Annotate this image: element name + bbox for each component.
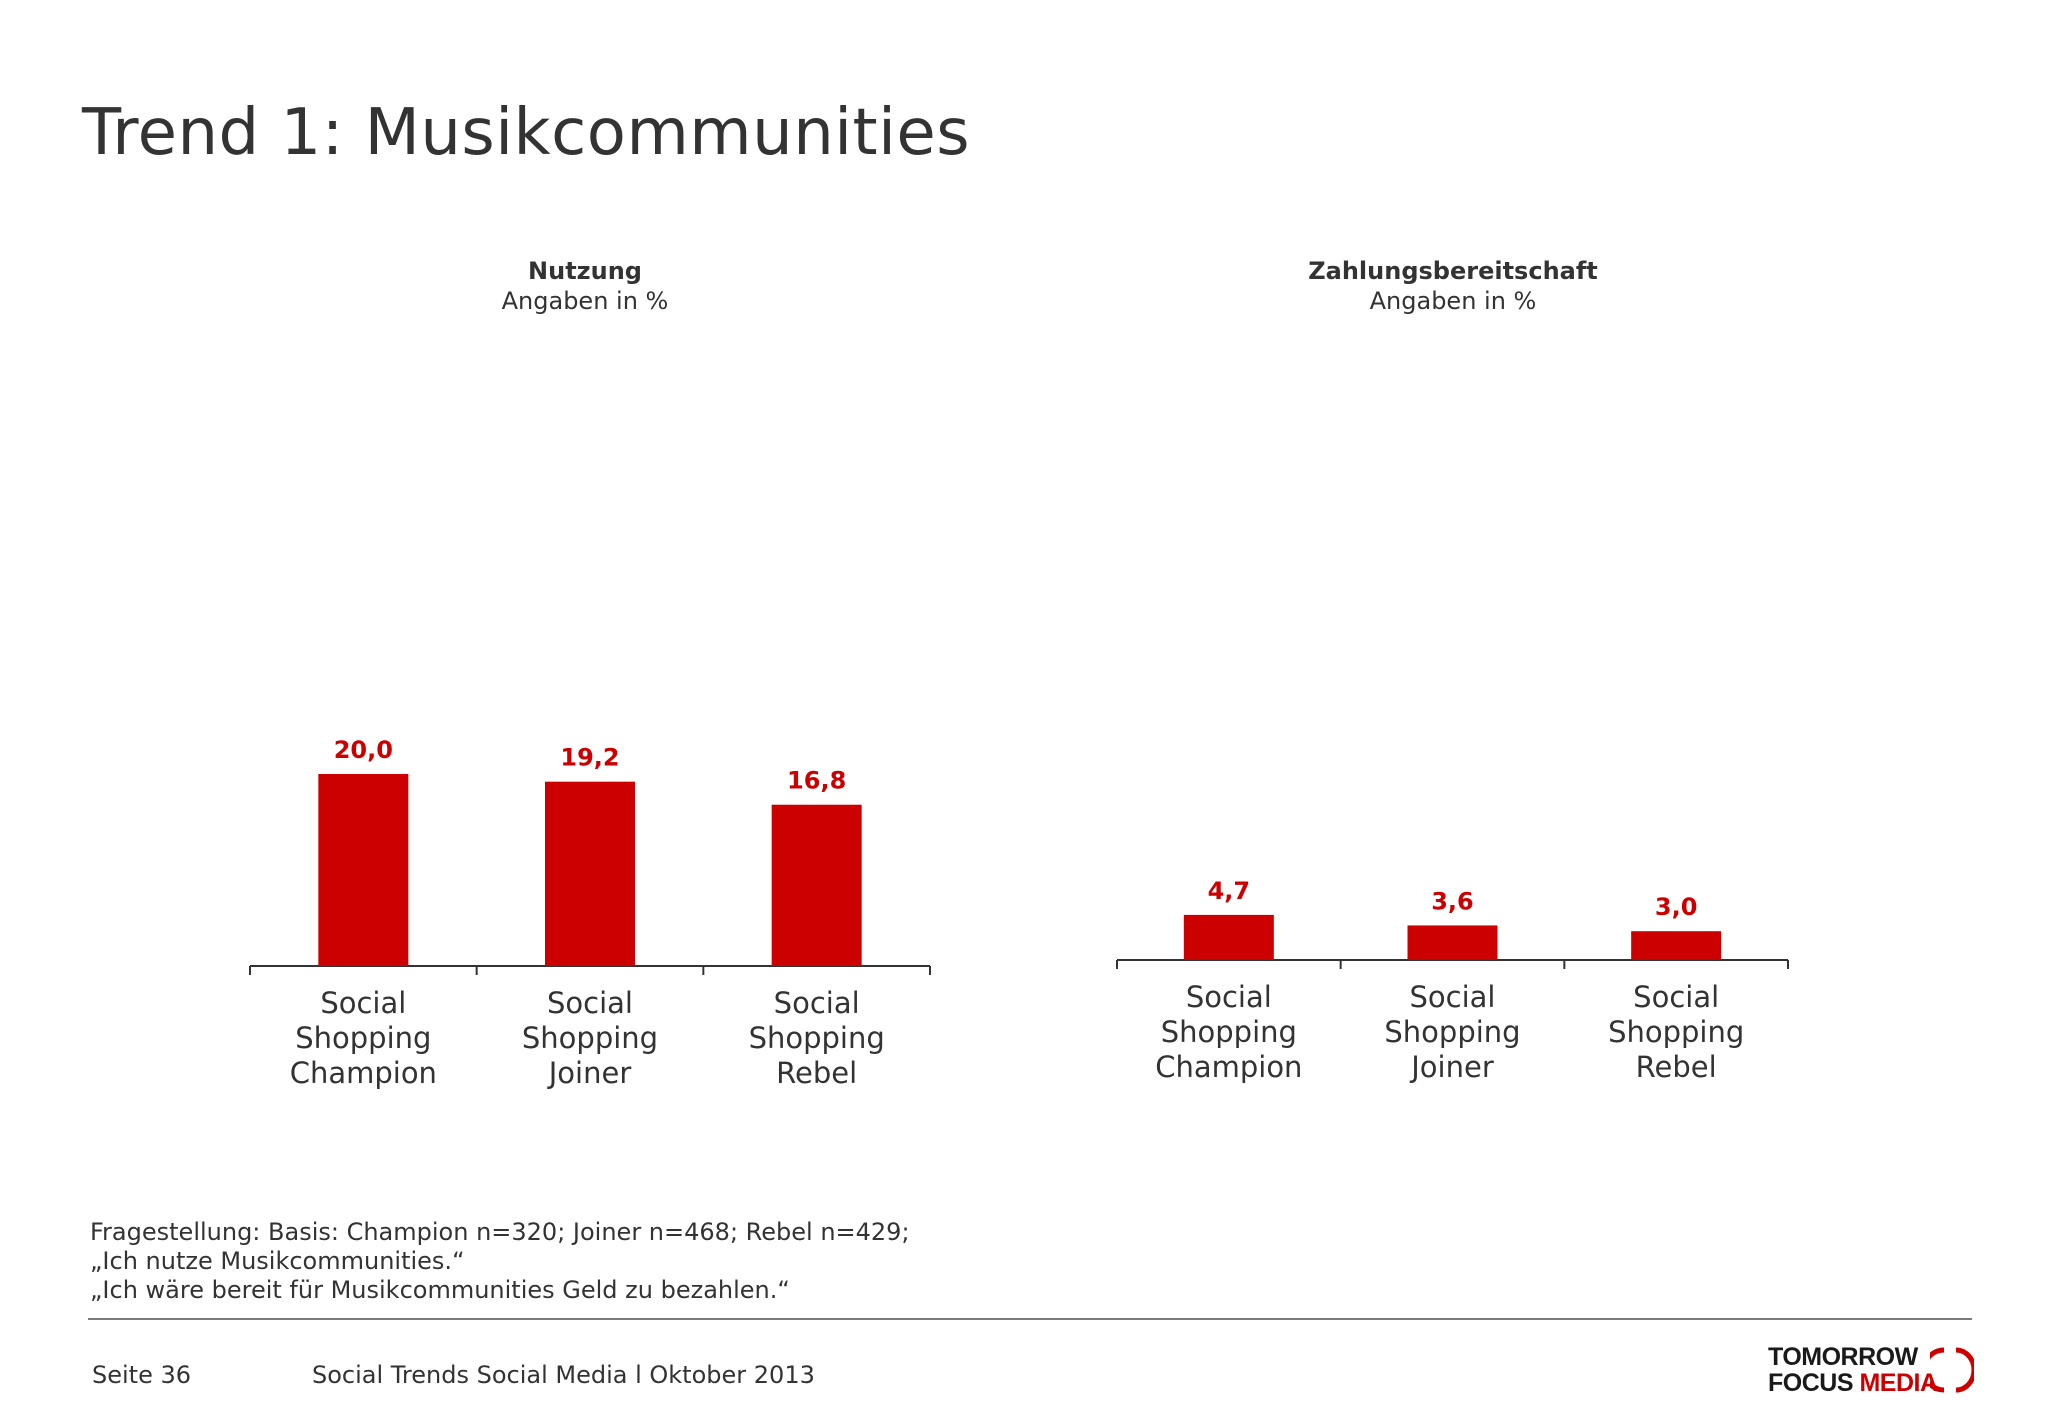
category-label: Joiner — [1409, 1050, 1494, 1084]
chart-heading-nutzung: Nutzung Angaben in % — [285, 256, 885, 316]
category-label: Social — [1633, 980, 1719, 1014]
chart-title: Nutzung — [528, 257, 642, 285]
bar — [545, 781, 635, 966]
bar — [771, 804, 862, 966]
page-number: Seite 36 — [92, 1361, 192, 1389]
category-label: Champion — [1155, 1050, 1302, 1084]
document-title: Social Trends Social Media l Oktober 201… — [312, 1361, 815, 1389]
data-label: 3,6 — [1431, 887, 1474, 915]
category-label: Champion — [290, 1056, 437, 1090]
page-title: Trend 1: Musikcommunities — [82, 96, 971, 170]
category-label: Social — [320, 986, 406, 1020]
data-label: 19,2 — [560, 744, 619, 772]
data-label: 16,8 — [787, 767, 846, 795]
bar — [318, 774, 409, 966]
bar — [1631, 931, 1722, 960]
footer-divider — [88, 1318, 1972, 1320]
category-label: Social — [1410, 980, 1496, 1014]
data-label: 4,7 — [1208, 877, 1251, 905]
category-label: Rebel — [776, 1056, 857, 1090]
category-label: Social — [547, 986, 633, 1020]
logo-arc-icon — [1930, 1347, 1974, 1393]
footnote-line: Fragestellung: Basis: Champion n=320; Jo… — [90, 1218, 910, 1246]
data-label: 3,0 — [1655, 893, 1698, 921]
tomorrow-focus-media-logo: TOMORROW FOCUS MEDIA — [1768, 1342, 1978, 1398]
category-label: Shopping — [1384, 1015, 1520, 1049]
footnote-line: „Ich nutze Musikcommunities.“ — [90, 1247, 465, 1275]
category-label: Shopping — [1161, 1015, 1297, 1049]
category-label: Rebel — [1636, 1050, 1717, 1084]
category-label: Joiner — [547, 1056, 632, 1090]
chart-subtitle: Angaben in % — [1369, 287, 1537, 315]
footnote: Fragestellung: Basis: Champion n=320; Jo… — [90, 1218, 910, 1305]
category-label: Shopping — [1608, 1015, 1744, 1049]
category-label: Shopping — [295, 1021, 431, 1055]
bar-charts: 20,0SocialShoppingChampion19,2SocialShop… — [249, 736, 1789, 1090]
bar — [1407, 925, 1498, 960]
footnote-line: „Ich wäre bereit für Musikcommunities Ge… — [90, 1276, 790, 1304]
data-label: 20,0 — [334, 736, 393, 764]
category-label: Social — [774, 986, 860, 1020]
chart-subtitle: Angaben in % — [501, 287, 669, 315]
category-label: Shopping — [749, 1021, 885, 1055]
chart-heading-zahlungsbereitschaft: Zahlungsbereitschaft Angaben in % — [1153, 256, 1753, 316]
bar — [1183, 914, 1274, 960]
logo-text-focus: FOCUS — [1768, 1369, 1854, 1397]
logo-text-line2: FOCUS MEDIA — [1768, 1370, 1938, 1396]
category-label: Shopping — [522, 1021, 658, 1055]
logo-text-line1: TOMORROW — [1768, 1343, 1918, 1371]
logo-text-media: MEDIA — [1859, 1369, 1938, 1397]
chart-title: Zahlungsbereitschaft — [1308, 257, 1598, 285]
category-label: Social — [1186, 980, 1272, 1014]
